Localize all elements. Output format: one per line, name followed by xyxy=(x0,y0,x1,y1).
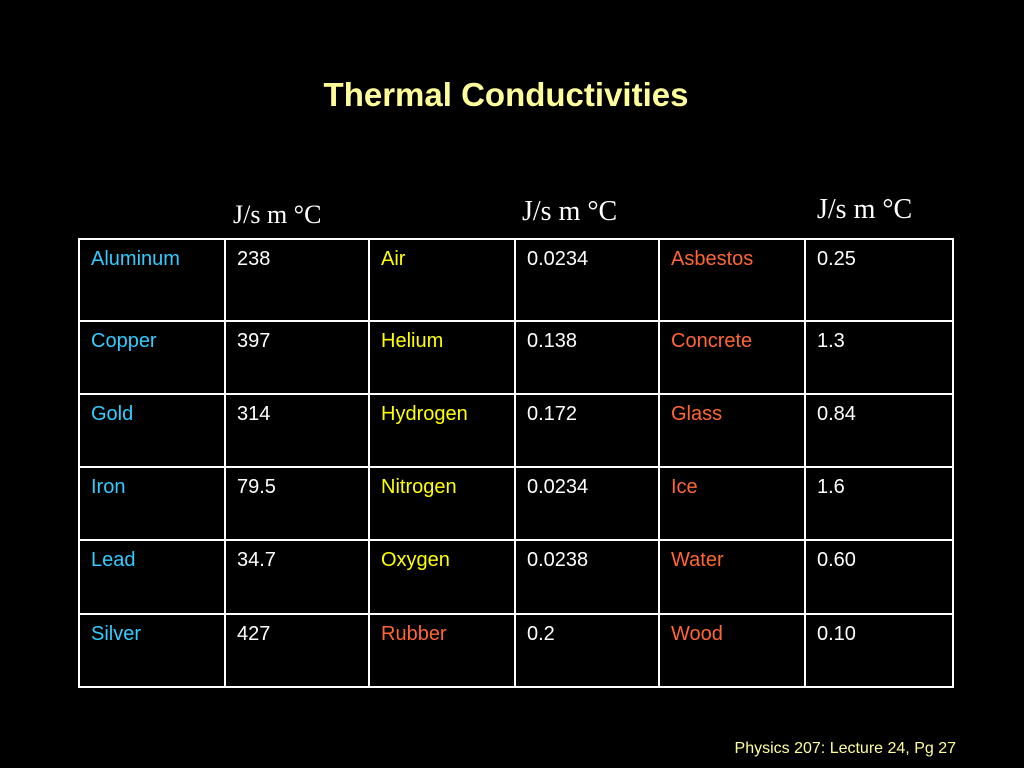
conductivity-value: 0.60 xyxy=(804,539,954,615)
conductivity-value: 397 xyxy=(224,319,370,395)
conductivity-value: 0.138 xyxy=(514,319,660,395)
slide-title: Thermal Conductivities xyxy=(323,76,689,113)
conductivity-value: 0.0238 xyxy=(514,539,660,615)
material-name: Wood xyxy=(658,612,806,689)
conductivity-value: 0.0234 xyxy=(514,466,660,542)
table-row: Aluminum 238 Air 0.0234 Asbestos 0.25 xyxy=(78,238,954,322)
conductivity-table: Aluminum 238 Air 0.0234 Asbestos 0.25 Co… xyxy=(78,238,954,689)
material-name: Silver xyxy=(78,612,226,689)
material-name: Copper xyxy=(78,319,226,395)
conductivity-value: 427 xyxy=(224,612,370,689)
conductivity-value: 0.0234 xyxy=(514,238,660,322)
material-name: Gold xyxy=(78,392,226,469)
conductivity-value: 1.3 xyxy=(804,319,954,395)
unit-label-gases: J/s m °C xyxy=(522,196,618,227)
conductivity-value: 0.84 xyxy=(804,392,954,469)
unit-label-metals: J/s m °C xyxy=(233,200,322,229)
conductivity-value: 0.25 xyxy=(804,238,954,322)
material-name: Glass xyxy=(658,392,806,469)
conductivity-value: 0.10 xyxy=(804,612,954,689)
table-row: Silver 427 Rubber 0.2 Wood 0.10 xyxy=(78,612,954,689)
material-name: Nitrogen xyxy=(368,466,516,542)
unit-label-solids: J/s m °C xyxy=(817,194,913,225)
material-name: Aluminum xyxy=(78,238,226,322)
material-name: Air xyxy=(368,238,516,322)
table-row: Gold 314 Hydrogen 0.172 Glass 0.84 xyxy=(78,392,954,469)
material-name: Helium xyxy=(368,319,516,395)
material-name: Hydrogen xyxy=(368,392,516,469)
conductivity-value: 34.7 xyxy=(224,539,370,615)
conductivity-value: 0.2 xyxy=(514,612,660,689)
material-name: Rubber xyxy=(368,612,516,689)
table-row: Lead 34.7 Oxygen 0.0238 Water 0.60 xyxy=(78,539,954,615)
conductivity-value: 1.6 xyxy=(804,466,954,542)
material-name: Oxygen xyxy=(368,539,516,615)
material-name: Water xyxy=(658,539,806,615)
material-name: Ice xyxy=(658,466,806,542)
material-name: Lead xyxy=(78,539,226,615)
material-name: Concrete xyxy=(658,319,806,395)
material-name: Asbestos xyxy=(658,238,806,322)
table-row: Iron 79.5 Nitrogen 0.0234 Ice 1.6 xyxy=(78,466,954,542)
material-name: Iron xyxy=(78,466,226,542)
conductivity-value: 238 xyxy=(224,238,370,322)
table-row: Copper 397 Helium 0.138 Concrete 1.3 xyxy=(78,319,954,395)
conductivity-value: 0.172 xyxy=(514,392,660,469)
conductivity-value: 79.5 xyxy=(224,466,370,542)
conductivity-value: 314 xyxy=(224,392,370,469)
slide-footer: Physics 207: Lecture 24, Pg 27 xyxy=(734,740,956,757)
